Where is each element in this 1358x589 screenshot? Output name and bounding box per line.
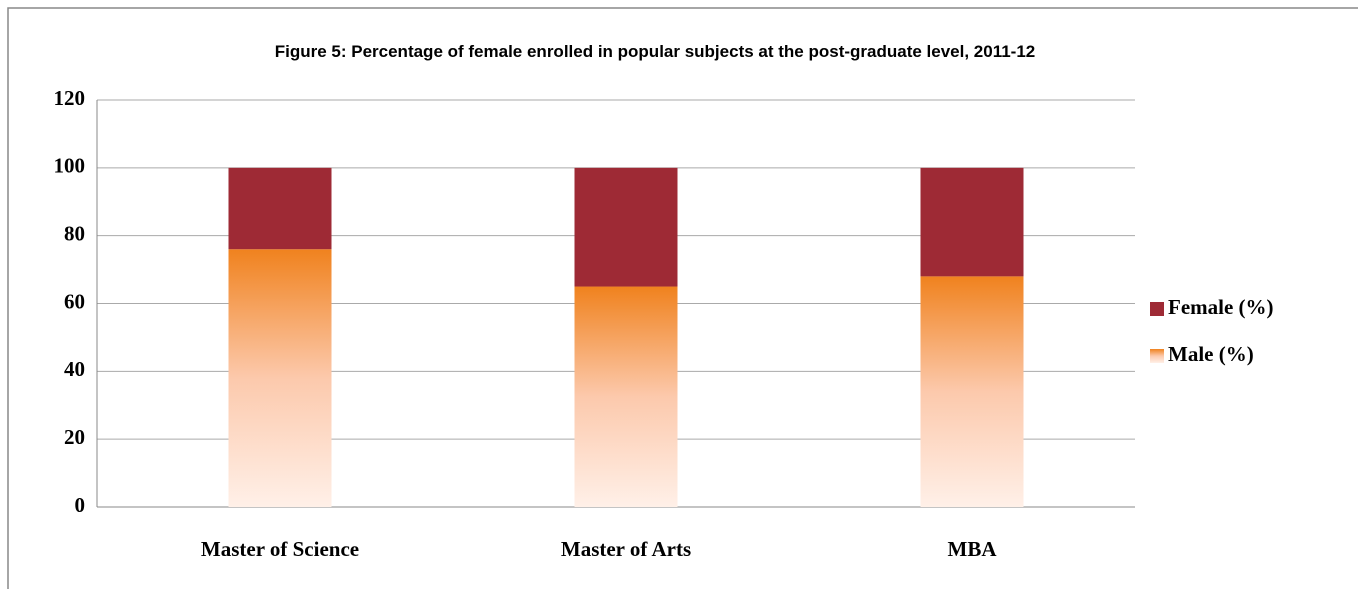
chart-title: Figure 5: Percentage of female enrolled …: [275, 42, 1036, 61]
y-tick-label: 60: [64, 289, 85, 313]
legend-label: Female (%): [1168, 295, 1274, 319]
bar-segment: [228, 249, 332, 507]
y-tick-label: 100: [54, 154, 86, 178]
bar-segment: [920, 276, 1024, 507]
y-tick-label: 120: [54, 86, 86, 110]
bar-segment: [574, 286, 678, 507]
bar-segment: [574, 167, 678, 287]
legend-swatch: [1150, 349, 1164, 363]
y-tick-label: 80: [64, 221, 85, 245]
x-tick-label: Master of Arts: [561, 537, 691, 561]
bar-segment: [920, 167, 1024, 277]
x-tick-label: Master of Science: [201, 537, 359, 561]
x-tick-label: MBA: [948, 537, 998, 561]
bar-segment: [228, 167, 332, 250]
y-tick-label: 20: [64, 425, 85, 449]
legend-label: Male (%): [1168, 342, 1254, 366]
chart-frame: [7, 7, 1358, 589]
y-tick-label: 40: [64, 357, 85, 381]
y-tick-label: 0: [75, 493, 86, 517]
legend-swatch: [1150, 302, 1164, 316]
